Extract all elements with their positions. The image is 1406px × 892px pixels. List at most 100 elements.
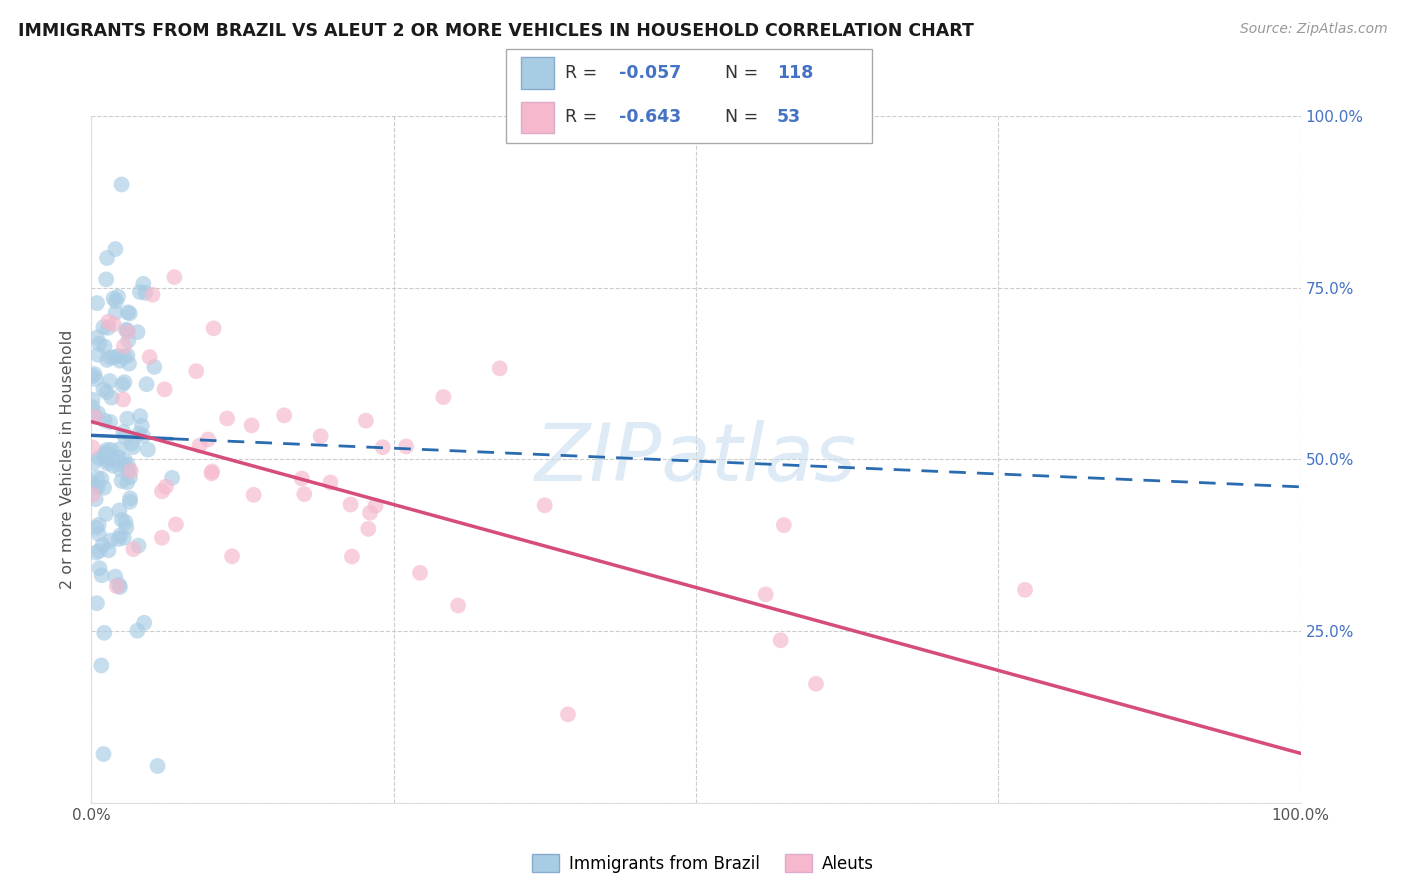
Point: [118, 463, 141, 477]
Point: [86, 480, 108, 494]
Point: [755, 587, 778, 601]
Point: [120, 491, 142, 506]
Point: [84, 521, 107, 535]
Point: [409, 566, 432, 580]
Point: [117, 325, 139, 339]
Point: [138, 350, 160, 364]
Point: [107, 450, 129, 464]
Point: [96, 251, 118, 265]
Point: [82, 392, 104, 407]
FancyBboxPatch shape: [506, 49, 872, 143]
Point: [557, 707, 579, 722]
Point: [93, 413, 115, 427]
Point: [91, 449, 114, 463]
Point: [804, 677, 827, 691]
Point: [112, 425, 135, 439]
Point: [83, 456, 105, 470]
Point: [94, 507, 117, 521]
Point: [82, 475, 104, 490]
Y-axis label: 2 or more Vehicles in Household: 2 or more Vehicles in Household: [60, 330, 76, 589]
Point: [200, 467, 222, 481]
Point: [89, 544, 111, 558]
Text: -0.643: -0.643: [620, 109, 682, 127]
Point: [114, 453, 136, 467]
Point: [217, 411, 239, 425]
Point: [93, 383, 115, 397]
Point: [84, 372, 107, 386]
Point: [1014, 582, 1036, 597]
Point: [135, 377, 157, 392]
Legend: Immigrants from Brazil, Aleuts: Immigrants from Brazil, Aleuts: [526, 847, 880, 880]
Text: N =: N =: [725, 109, 765, 127]
Point: [146, 759, 169, 773]
Point: [104, 569, 127, 583]
Point: [96, 385, 118, 400]
Text: 53: 53: [776, 109, 801, 127]
Text: R =: R =: [565, 109, 602, 127]
Point: [98, 415, 121, 429]
Point: [107, 532, 129, 546]
Point: [186, 364, 208, 378]
Point: [291, 471, 314, 485]
Point: [90, 658, 112, 673]
Point: [103, 292, 125, 306]
Bar: [520, 102, 554, 134]
Point: [86, 596, 108, 610]
Point: [104, 305, 127, 319]
Point: [160, 471, 183, 485]
Point: [129, 409, 152, 424]
Point: [93, 625, 115, 640]
Point: [87, 517, 110, 532]
Point: [93, 747, 115, 761]
Point: [96, 353, 118, 368]
Point: [309, 429, 332, 443]
Point: [96, 456, 118, 470]
Point: [108, 442, 131, 457]
Point: [118, 495, 141, 509]
Point: [84, 492, 107, 507]
Point: [82, 488, 104, 502]
Point: [118, 357, 141, 371]
Point: [395, 440, 418, 454]
Point: [115, 520, 138, 534]
Point: [134, 615, 156, 630]
Point: [87, 450, 110, 465]
Point: [143, 359, 166, 374]
Point: [772, 518, 794, 533]
Text: R =: R =: [565, 64, 602, 82]
Point: [98, 351, 121, 365]
Point: [111, 458, 134, 472]
Point: [122, 440, 145, 454]
Point: [354, 414, 377, 428]
Point: [292, 487, 315, 501]
Text: IMMIGRANTS FROM BRAZIL VS ALEUT 2 OR MORE VEHICLES IN HOUSEHOLD CORRELATION CHAR: IMMIGRANTS FROM BRAZIL VS ALEUT 2 OR MOR…: [18, 22, 974, 40]
Point: [86, 296, 108, 310]
Point: [339, 498, 361, 512]
Point: [197, 433, 219, 447]
Point: [94, 446, 117, 460]
Point: [98, 374, 121, 388]
Point: [111, 377, 134, 392]
Point: [84, 480, 107, 494]
Point: [101, 458, 124, 473]
Point: [97, 315, 120, 329]
Point: [108, 528, 131, 542]
Point: [359, 506, 381, 520]
Point: [86, 330, 108, 344]
Point: [93, 320, 115, 334]
Point: [432, 390, 454, 404]
Point: [117, 458, 139, 472]
Point: [122, 542, 145, 557]
Point: [117, 411, 139, 425]
Point: [447, 599, 470, 613]
Bar: [520, 57, 554, 89]
Text: Source: ZipAtlas.com: Source: ZipAtlas.com: [1240, 22, 1388, 37]
Point: [340, 549, 363, 564]
Point: [114, 375, 136, 389]
Point: [100, 391, 122, 405]
Point: [108, 578, 131, 592]
Point: [202, 321, 225, 335]
Point: [83, 409, 105, 424]
Point: [98, 533, 121, 548]
Point: [107, 349, 129, 363]
